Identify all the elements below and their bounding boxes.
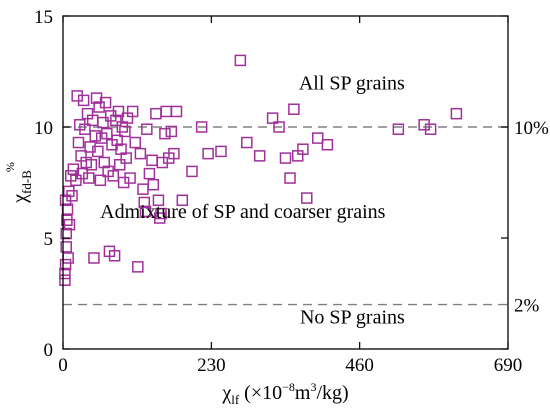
data-point	[107, 170, 120, 182]
data-point	[137, 183, 149, 195]
data-point	[79, 123, 91, 135]
data-point	[119, 125, 131, 138]
reference-labels: 10% 2%	[514, 118, 549, 317]
x-tick-label: 460	[345, 355, 374, 376]
data-point	[450, 107, 463, 120]
data-point	[241, 136, 253, 149]
data-point	[97, 116, 109, 129]
data-point	[94, 174, 107, 187]
x-tick-label: 0	[58, 355, 68, 376]
data-point	[70, 174, 82, 187]
data-point	[273, 121, 285, 133]
x-tick-label: 690	[494, 355, 523, 376]
data-point	[85, 158, 98, 171]
data-point	[59, 258, 72, 271]
annotation-label: All SP grains	[299, 72, 405, 94]
data-point	[114, 158, 126, 171]
data-point	[63, 218, 76, 231]
data-point	[132, 261, 144, 273]
data-point	[92, 145, 104, 158]
data-point	[59, 274, 71, 286]
data-point	[66, 190, 78, 202]
data-point	[138, 196, 151, 209]
data-point	[112, 105, 125, 118]
reference-line-label: 10%	[514, 118, 549, 139]
data-point	[170, 105, 183, 118]
data-point	[215, 145, 227, 158]
data-point	[89, 130, 101, 142]
data-point	[253, 150, 266, 162]
data-point	[195, 121, 208, 133]
data-point	[108, 250, 121, 262]
data-point	[279, 152, 292, 164]
data-point	[88, 252, 100, 264]
data-point	[126, 105, 139, 118]
data-point	[150, 107, 162, 120]
data-point	[301, 192, 313, 204]
data-point	[288, 103, 300, 115]
y-axis-title: χfd-B%	[3, 162, 34, 204]
annotation-label: Admixture of SP and coarser grains	[100, 201, 386, 223]
plot-frame	[62, 15, 509, 350]
data-point	[202, 147, 214, 160]
data-point	[176, 194, 189, 207]
data-point	[101, 127, 113, 140]
data-point	[146, 154, 158, 167]
data-point	[120, 152, 132, 164]
data-point	[60, 241, 72, 253]
data-point	[59, 267, 71, 280]
data-point	[139, 205, 152, 218]
data-point	[143, 167, 156, 180]
data-point	[168, 147, 180, 160]
data-point	[165, 125, 178, 138]
tick-labels: 0 230 460 690 0 5 10 15	[34, 7, 522, 376]
data-point	[111, 134, 123, 147]
annotation-label: No SP grains	[300, 306, 405, 328]
data-point	[77, 94, 90, 107]
data-point	[110, 114, 122, 127]
data-point	[311, 132, 324, 144]
x-axis-title: χlf (×10−8m3/kg)	[221, 380, 348, 407]
data-point	[321, 139, 334, 151]
data-point	[141, 123, 153, 135]
data-point	[424, 123, 437, 135]
y-tick-label: 5	[44, 229, 54, 250]
data-point	[134, 147, 147, 160]
data-point	[297, 143, 309, 155]
data-point	[129, 136, 141, 149]
data-point	[266, 112, 279, 124]
data-point	[62, 252, 74, 264]
data-point	[284, 172, 296, 184]
y-tick-label: 15	[34, 7, 53, 28]
annotations: All SP grains Admixture of SP and coarser…	[100, 72, 405, 328]
axis-ticks	[62, 15, 509, 350]
data-point	[152, 194, 165, 207]
data-point	[99, 96, 112, 109]
data-point	[160, 105, 172, 118]
reference-line-label: 2%	[514, 296, 540, 317]
data-point	[234, 54, 247, 67]
x-tick-label: 230	[197, 355, 226, 376]
data-point	[124, 172, 136, 184]
data-point	[147, 178, 160, 191]
data-point	[392, 123, 405, 135]
y-tick-label: 10	[34, 118, 53, 139]
y-tick-label: 0	[44, 340, 54, 361]
data-point	[83, 172, 95, 184]
data-point	[155, 207, 167, 220]
data-point	[72, 136, 85, 149]
data-markers	[59, 54, 463, 286]
data-point	[159, 127, 171, 140]
data-point	[186, 165, 198, 178]
data-point	[98, 156, 111, 169]
